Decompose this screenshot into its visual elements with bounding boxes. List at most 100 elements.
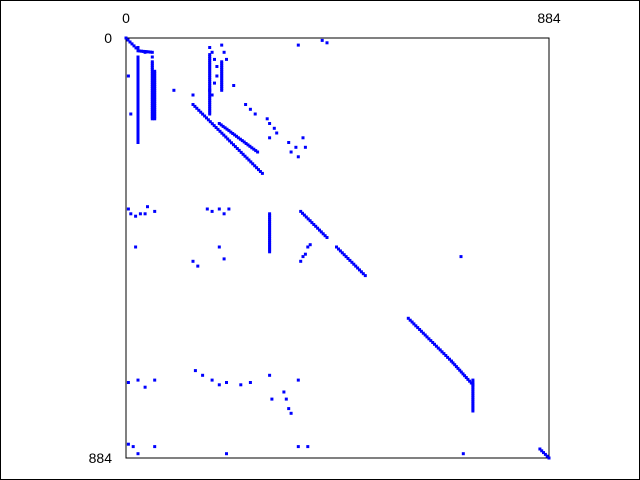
data-point-305: [268, 218, 272, 221]
data-point-283: [208, 108, 212, 112]
data-point-329: [471, 390, 475, 394]
data-point-372: [275, 131, 279, 135]
data-point-348: [208, 46, 212, 49]
data-point-12: [145, 50, 149, 54]
data-point-140: [468, 379, 472, 383]
data-point-126: [446, 355, 450, 359]
data-point-234: [136, 105, 140, 109]
data-point-258: [208, 60, 212, 64]
data-point-109: [414, 324, 418, 328]
data-point-115: [425, 335, 429, 339]
data-point-421: [459, 255, 463, 259]
data-point-319: [268, 244, 272, 248]
data-point-35: [228, 139, 232, 143]
data-point-130: [451, 361, 455, 365]
data-point-355: [210, 93, 214, 97]
data-point-86: [321, 232, 325, 236]
data-point-274: [208, 91, 212, 95]
data-point-243: [136, 122, 140, 126]
data-point-349: [210, 50, 214, 54]
data-point-161: [136, 77, 140, 81]
y-tick-label-start: 0: [104, 30, 112, 46]
data-point-57: [225, 127, 229, 131]
data-point-136: [461, 372, 465, 376]
data-point-303: [268, 214, 272, 218]
data-point-114: [423, 333, 427, 337]
data-point-163: [136, 81, 140, 85]
data-point-106: [408, 318, 412, 322]
data-point-62: [235, 134, 238, 138]
data-point-370: [268, 122, 272, 125]
data-point-286: [220, 60, 224, 64]
data-point-403: [217, 383, 221, 387]
data-point-231: [136, 100, 140, 104]
data-point-165: [136, 85, 140, 89]
data-point-344: [143, 50, 147, 54]
data-point-229: [153, 117, 157, 121]
data-point-402: [210, 378, 214, 382]
data-point-394: [306, 245, 310, 249]
data-point-143: [538, 447, 542, 451]
data-point-378: [143, 212, 147, 216]
data-point-412: [289, 411, 293, 415]
data-point-373: [268, 136, 272, 140]
data-point-197: [150, 105, 154, 109]
data-point-182: [150, 77, 154, 81]
data-point-328: [471, 388, 475, 392]
data-point-376: [134, 214, 138, 218]
data-point-177: [150, 67, 154, 71]
data-point-239: [136, 115, 140, 118]
data-point-34: [226, 137, 230, 141]
data-point-400: [193, 369, 197, 373]
data-point-217: [153, 94, 157, 98]
data-point-1: [126, 38, 130, 42]
data-point-53: [217, 122, 221, 125]
data-point-127: [448, 357, 451, 361]
data-point-401: [201, 373, 205, 377]
data-point-225: [153, 109, 157, 113]
data-point-275: [208, 93, 212, 97]
data-point-82: [314, 224, 318, 228]
data-point-306: [268, 219, 272, 223]
data-point-181: [150, 75, 154, 79]
data-point-43: [243, 154, 247, 158]
data-point-148: [547, 456, 551, 460]
data-point-123: [440, 350, 444, 354]
data-point-71: [252, 147, 256, 151]
data-point-33: [224, 135, 228, 139]
data-point-267: [208, 78, 212, 81]
data-point-260: [208, 64, 212, 68]
data-point-382: [210, 209, 214, 213]
data-point-185: [150, 83, 154, 87]
data-point-158: [136, 72, 140, 76]
data-point-342: [129, 112, 133, 116]
data-point-390: [222, 257, 226, 261]
x-tick-label-start: 0: [122, 10, 130, 26]
data-point-323: [471, 378, 475, 382]
data-point-223: [153, 105, 157, 109]
data-point-99: [354, 264, 358, 268]
data-point-364: [289, 150, 293, 154]
data-point-175: [150, 64, 154, 68]
data-point-58: [227, 129, 231, 133]
data-point-188: [150, 88, 154, 92]
data-point-246: [136, 128, 140, 131]
data-point-308: [268, 223, 272, 227]
data-point-291: [220, 69, 224, 73]
data-point-100: [356, 266, 360, 270]
data-point-363: [287, 141, 291, 144]
data-point-254: [208, 53, 212, 57]
data-point-411: [287, 407, 291, 411]
data-point-399: [153, 378, 157, 382]
data-point-83: [316, 226, 320, 230]
data-point-330: [471, 392, 475, 396]
data-point-381: [205, 207, 209, 211]
data-point-68: [246, 143, 250, 147]
data-point-187: [150, 86, 154, 90]
data-point-335: [471, 401, 475, 405]
data-point-180: [150, 73, 154, 77]
data-point-113: [421, 331, 425, 335]
data-point-107: [410, 320, 414, 324]
data-point-118: [431, 341, 435, 344]
data-point-77: [304, 215, 308, 219]
